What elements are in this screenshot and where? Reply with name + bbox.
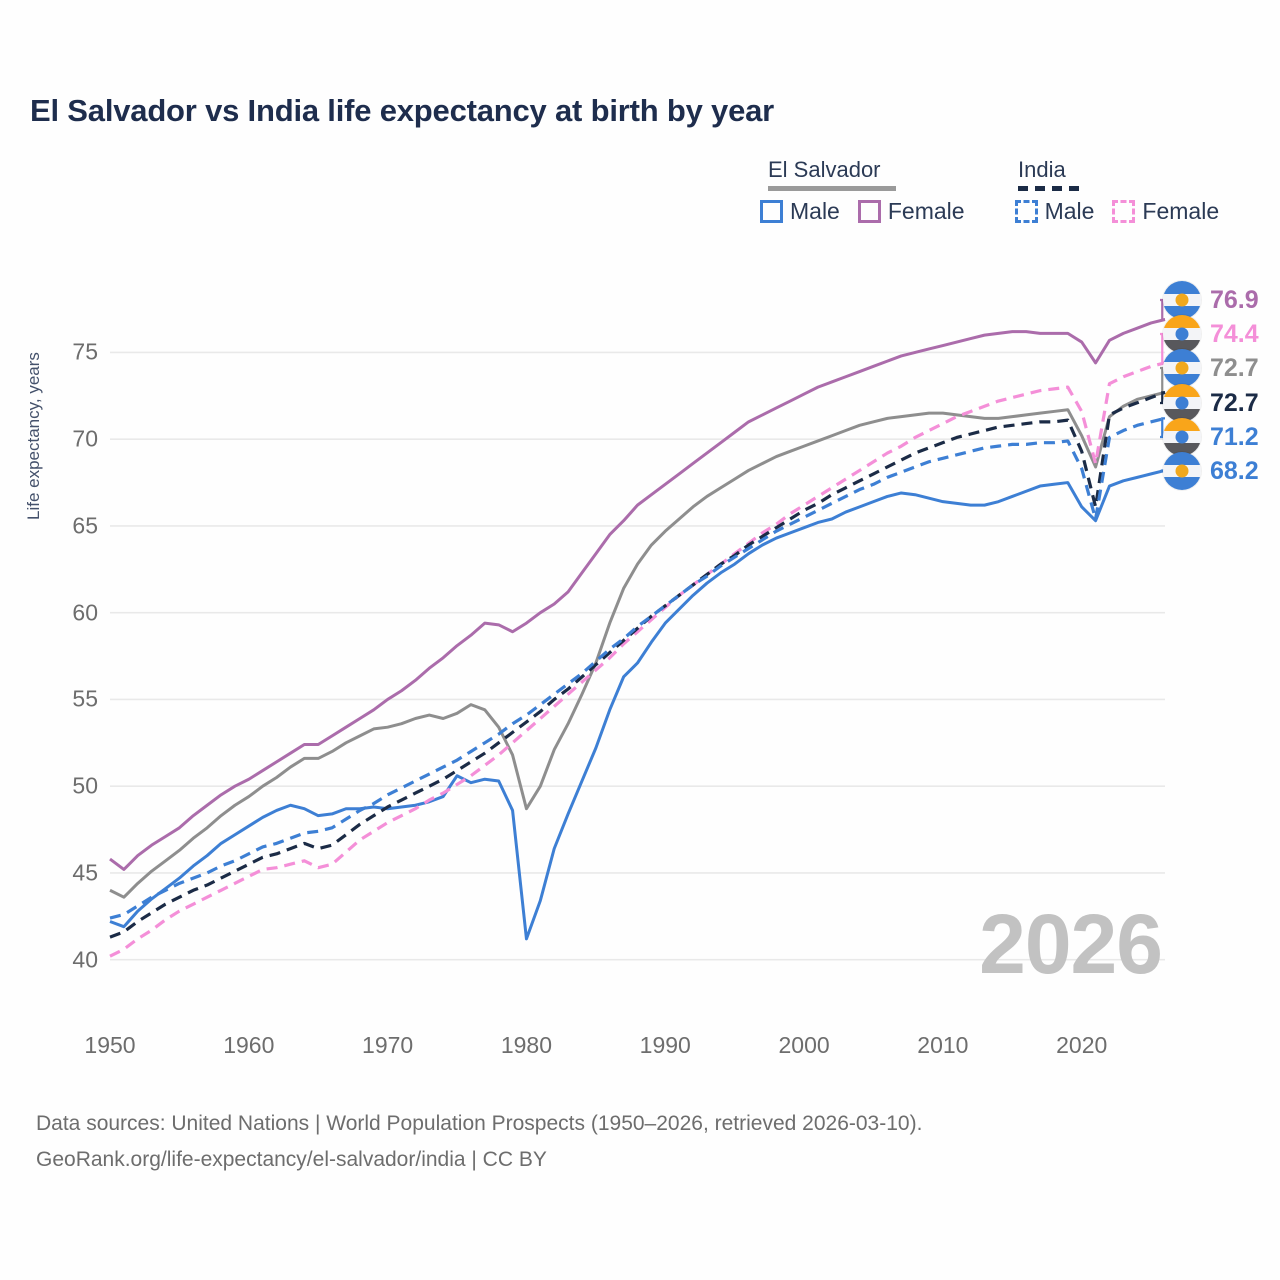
legend-group-rule-solid [768,186,896,191]
legend-group-label: India [1018,157,1066,182]
legend-item-label: Male [790,198,840,224]
series-end-labels: 76.9 74.4 72.7 72.7 71.2 68.2 [1163,0,1280,1280]
series-end-value: 74.4 [1210,319,1259,348]
x-tick-label: 1950 [84,1032,136,1058]
legend-swatch-icon [1112,200,1136,223]
flag-icon-el-salvador [1163,281,1201,319]
y-tick-label: 70 [72,425,98,452]
legend-item-label: Male [1044,198,1095,224]
flag-icon-el-salvador [1163,349,1201,387]
x-tick-label: 1990 [639,1032,691,1058]
x-tick-label: 1960 [223,1032,275,1058]
series-line [109,318,1166,871]
y-tick-label: 75 [72,338,98,365]
flag-icon-india [1163,384,1201,422]
series-end-label: 74.4 [1163,315,1259,353]
year-watermark: 2026 [979,897,1163,991]
series-line [109,361,1166,958]
series-line [109,390,1166,939]
legend-item-india-male[interactable]: Male [1014,198,1095,225]
series-end-label: 68.2 [1163,452,1259,490]
legend-group-el-salvador: El Salvador [768,158,896,192]
series-end-label: 72.7 [1163,349,1259,387]
y-tick-label: 50 [72,772,98,799]
page-title: El Salvador vs India life expectancy at … [30,93,775,128]
legend-swatch-icon [857,200,881,223]
flag-icon-el-salvador [1163,452,1201,490]
legend-swatch-icon [1014,200,1038,223]
series-end-label: 72.7 [1163,384,1259,422]
legend-group-rule-dashed [1018,186,1080,191]
x-tick-label: 2000 [778,1032,830,1058]
y-tick-label: 40 [72,946,98,973]
footer-sources: Data sources: United Nations | World Pop… [36,1106,922,1178]
y-tick-label: 55 [72,685,98,712]
x-tick-label: 1970 [362,1032,414,1058]
series-end-value: 76.9 [1210,285,1259,314]
legend-item-india-female[interactable]: Female [1112,198,1219,225]
series-end-label: 71.2 [1163,418,1259,456]
series-end-value: 71.2 [1210,422,1259,451]
series-end-label: 76.9 [1163,281,1259,319]
series-end-value: 72.7 [1210,388,1259,417]
legend-swatch-icon [760,200,783,223]
flag-icon-india [1163,315,1201,353]
series-line [109,468,1166,941]
legend-item-label: Female [1142,198,1220,224]
y-tick-label: 65 [72,512,98,539]
footer-line-1: Data sources: United Nations | World Pop… [36,1112,923,1135]
flag-icon-india [1163,418,1201,456]
legend-item-el-salvador-female[interactable]: Female [857,198,965,225]
series-end-value: 72.7 [1210,353,1259,382]
series-end-value: 68.2 [1210,456,1259,485]
series-line [109,390,1166,899]
x-tick-label: 1980 [500,1032,553,1058]
footer-line-2: GeoRank.org/life-expectancy/el-salvador/… [36,1148,547,1171]
legend-item-label: Female [887,198,965,224]
legend-item-el-salvador-male[interactable]: Male [760,198,840,225]
x-tick-label: 2010 [917,1032,969,1058]
legend-items: Male Female Male Female [760,198,1237,225]
y-tick-label: 60 [72,599,98,626]
series-line [109,416,1166,920]
x-tick-label: 2020 [1056,1032,1108,1058]
chart-legend: El Salvador India Male Female Male [760,158,1260,238]
y-axis-ticks: 40 45 50 55 60 65 70 75 [34,0,98,1280]
y-tick-label: 45 [72,859,98,886]
legend-group-label: El Salvador [768,157,881,182]
legend-group-india: India [1018,158,1080,192]
